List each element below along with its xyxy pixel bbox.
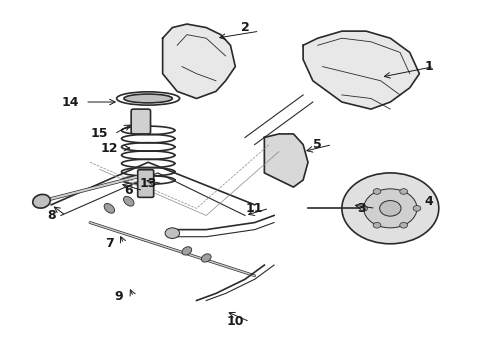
Text: 4: 4 xyxy=(425,195,434,208)
Circle shape xyxy=(400,222,408,228)
Circle shape xyxy=(360,206,368,211)
Circle shape xyxy=(165,228,180,238)
Ellipse shape xyxy=(182,247,192,255)
Text: 9: 9 xyxy=(115,291,123,303)
Text: 7: 7 xyxy=(105,237,114,250)
Ellipse shape xyxy=(33,194,50,208)
FancyBboxPatch shape xyxy=(131,109,150,134)
Text: 3: 3 xyxy=(357,202,366,215)
Text: 10: 10 xyxy=(226,315,244,328)
Circle shape xyxy=(380,201,401,216)
Text: 2: 2 xyxy=(241,21,249,34)
Polygon shape xyxy=(163,24,235,99)
Text: 8: 8 xyxy=(47,209,55,222)
Polygon shape xyxy=(303,31,419,109)
Circle shape xyxy=(364,189,417,228)
Circle shape xyxy=(400,189,408,194)
Circle shape xyxy=(373,189,381,194)
Ellipse shape xyxy=(104,203,115,213)
Text: 14: 14 xyxy=(62,95,79,108)
FancyBboxPatch shape xyxy=(138,170,154,197)
Polygon shape xyxy=(265,134,308,187)
Text: 12: 12 xyxy=(100,141,118,154)
Circle shape xyxy=(342,173,439,244)
Circle shape xyxy=(373,222,381,228)
Ellipse shape xyxy=(124,94,172,103)
Text: 11: 11 xyxy=(246,202,264,215)
Ellipse shape xyxy=(123,197,134,206)
Text: 1: 1 xyxy=(425,60,434,73)
Text: 15: 15 xyxy=(91,127,108,140)
Ellipse shape xyxy=(201,254,211,262)
Text: 6: 6 xyxy=(124,184,133,197)
Text: 5: 5 xyxy=(313,138,322,151)
Circle shape xyxy=(413,206,421,211)
Text: 13: 13 xyxy=(140,177,157,190)
